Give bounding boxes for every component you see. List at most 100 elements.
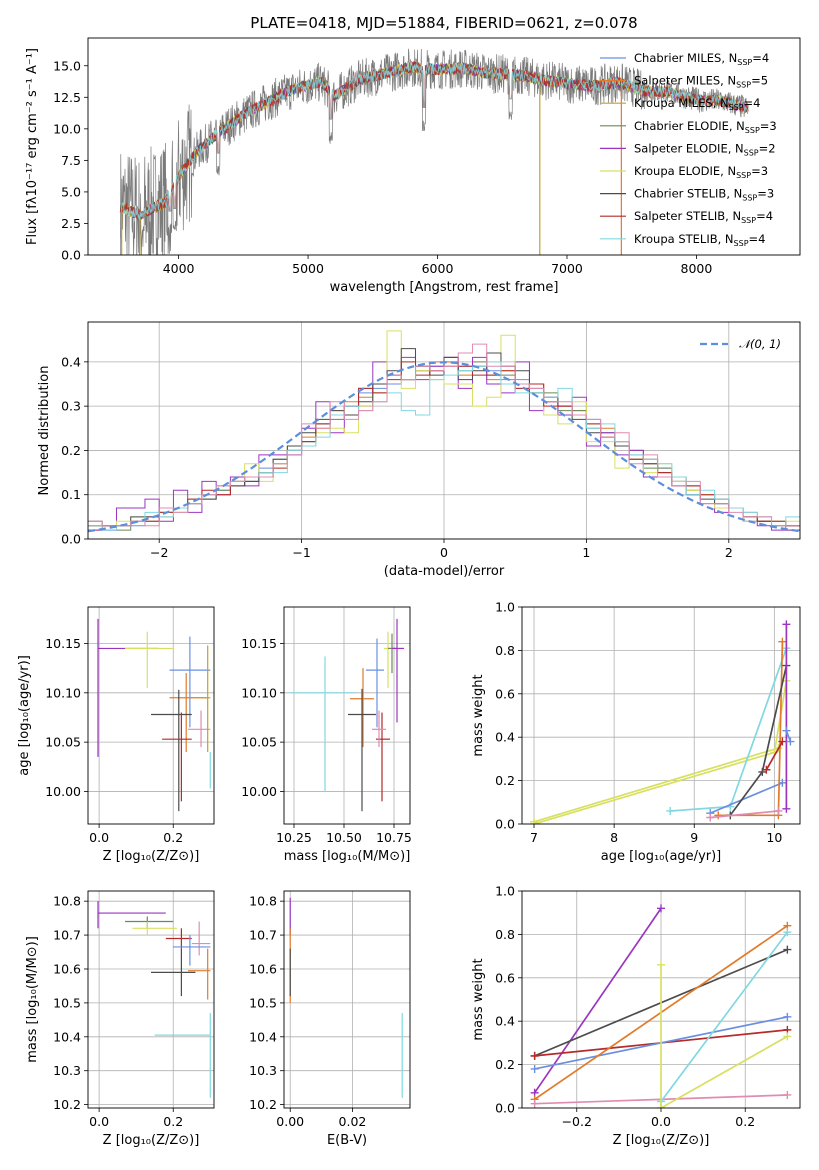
axes-frame	[283, 890, 411, 1109]
weight-marker	[786, 737, 795, 746]
x-tick-label: 10	[766, 830, 782, 845]
axes-frame	[87, 890, 215, 1109]
y-tick-label: 0.8	[495, 643, 515, 658]
x-axis-label: E(B-V)	[327, 1133, 367, 1148]
legend-entry-prefix: , N	[721, 51, 737, 65]
x-tick-label: 9	[690, 830, 698, 845]
y-tick-label: 10.4	[249, 1029, 277, 1044]
y-tick-label: 10.05	[45, 735, 81, 750]
y-tick-label: 10.2	[249, 1097, 277, 1112]
legend-entry: Salpeter ELODIE, NSSP=2	[634, 141, 776, 157]
x-axis-label: Z [log₁₀(Z/Z⊙)]	[103, 1133, 200, 1148]
x-tick-label: 0.2	[163, 1114, 183, 1129]
plot-weight_vs_Z: −0.2 0.0 0.2 0.0 0.2 0.4 0.6 0.8 1.0 Z [log₁₀(Z/Z…	[471, 884, 801, 1148]
y-tick-label: 10.15	[241, 636, 277, 651]
legend-entry-nssp: =4	[756, 209, 773, 223]
y-axis-label: Normed distribution	[37, 366, 52, 496]
y-tick-label: 10.10	[45, 685, 81, 700]
plot-area	[284, 607, 410, 824]
y-tick-label: 10.6	[53, 961, 81, 976]
x-tick-label: 0.2	[735, 1114, 755, 1129]
weight-marker	[774, 806, 783, 815]
legend-entry-subscript: SSP	[729, 103, 744, 112]
axes-frame	[521, 890, 801, 1109]
y-tick-label: 1.0	[495, 600, 515, 615]
y-tick-label: 0.0	[495, 1101, 515, 1116]
legend-entry-name: Chabrier STELIB	[634, 187, 726, 201]
x-tick-label: −2	[150, 545, 168, 560]
weight-marker	[762, 765, 771, 774]
x-axis-label: wavelength [Angstrom, rest frame]	[330, 280, 559, 295]
legend-entry-subscript: SSP	[736, 81, 751, 90]
legend-entry-name: Chabrier MILES	[634, 51, 721, 65]
plot-area	[88, 891, 214, 1108]
y-tick-label: 0.0	[61, 248, 81, 263]
y-tick-label: 0.2	[495, 773, 515, 788]
y-tick-label: 0.0	[495, 817, 515, 832]
model-spectrum-salpeter-stelib	[119, 61, 749, 220]
legend-entry: Salpeter STELIB, NSSP=4	[634, 209, 773, 225]
y-tick-label: 0.4	[495, 1014, 515, 1029]
legend-entry-name: Chabrier ELODIE	[634, 119, 729, 133]
plot-spectrum: 4000 5000 6000 7000 8000 0.0 2.5 5.0 7.5 10.0 12.5…	[25, 37, 801, 295]
x-tick-label: −1	[292, 545, 310, 560]
y-tick-label: 0.2	[495, 1057, 515, 1072]
axes-frame	[87, 606, 215, 825]
x-tick-label: 10.50	[326, 830, 362, 845]
y-axis-label: age [log₁₀(age/yr)]	[17, 655, 32, 776]
x-axis-label: Z [log₁₀(Z/Z⊙)]	[103, 849, 200, 864]
y-tick-label: 10.8	[53, 894, 81, 909]
y-tick-label: 0.0	[61, 532, 81, 547]
weight-marker	[783, 1012, 792, 1021]
legend-entry-nssp: =4	[744, 96, 761, 110]
legend-entry-subscript: SSP	[744, 148, 759, 157]
axes-frame	[87, 321, 801, 540]
plot-area	[88, 322, 800, 539]
y-tick-label: 1.0	[495, 884, 515, 899]
legend-entry: Kroupa MILES, NSSP=4	[634, 96, 761, 112]
weight-marker	[714, 811, 723, 820]
y-tick-label: 7.5	[61, 153, 81, 168]
y-tick-label: 10.5	[53, 995, 81, 1010]
x-tick-label: −0.2	[562, 1114, 592, 1129]
weight-marker	[530, 1051, 539, 1060]
y-tick-label: 15.0	[53, 58, 81, 73]
x-axis-label: mass [log₁₀(M/M⊙)]	[284, 849, 411, 864]
weight-line	[533, 747, 779, 823]
x-tick-label: 2	[725, 545, 733, 560]
axes-frame	[87, 37, 801, 256]
legend-entry-prefix: , N	[718, 232, 734, 246]
y-tick-label: 10.3	[249, 1063, 277, 1078]
x-tick-label: 0.0	[89, 830, 109, 845]
legend-entry-prefix: , N	[729, 119, 745, 133]
y-tick-label: 10.6	[249, 961, 277, 976]
y-tick-label: 10.3	[53, 1063, 81, 1078]
y-tick-label: 10.4	[53, 1029, 81, 1044]
y-tick-label: 10.10	[241, 685, 277, 700]
legend-entry-nssp: =4	[752, 51, 769, 65]
legend-entry-nssp: =3	[751, 164, 768, 178]
y-tick-label: 10.0	[53, 121, 81, 136]
legend-entry-subscript: SSP	[742, 194, 757, 203]
legend-entry-nssp: =3	[760, 119, 777, 133]
y-tick-label: 10.00	[241, 784, 277, 799]
legend-entry-subscript: SSP	[734, 239, 749, 248]
weight-marker	[783, 945, 792, 954]
figure-title: PLATE=0418, MJD=51884, FIBERID=0621, z=0…	[250, 14, 637, 32]
legend-entry: Chabrier MILES, NSSP=4	[634, 51, 769, 67]
plot-mass_vs_Z: 0.0 0.2 10.2 10.3 10.4 10.5 10.6 10.7 10.8 Z [log…	[25, 890, 215, 1148]
plot-mass_vs_ebv: 0.00 0.02 10.2 10.3 10.4 10.5 10.6 10.7 10.8 E(B-…	[249, 890, 411, 1148]
legend-entry: Salpeter MILES, NSSP=5	[634, 74, 768, 90]
x-tick-label: 0.02	[339, 1114, 367, 1129]
axes-frame	[521, 606, 801, 825]
plot-area	[522, 607, 800, 824]
legend-entry-name: Salpeter ELODIE	[634, 141, 728, 155]
weight-line	[533, 907, 662, 1094]
weight-marker	[657, 1104, 665, 1108]
legend-entry-name: Kroupa STELIB	[634, 232, 718, 246]
weight-marker	[530, 1064, 539, 1073]
x-tick-label: 8	[610, 830, 618, 845]
y-axis-label: Flux [fλ10⁻¹⁷ erg cm⁻² s⁻¹ A⁻¹]	[25, 48, 40, 245]
y-tick-label: 0.3	[61, 399, 81, 414]
